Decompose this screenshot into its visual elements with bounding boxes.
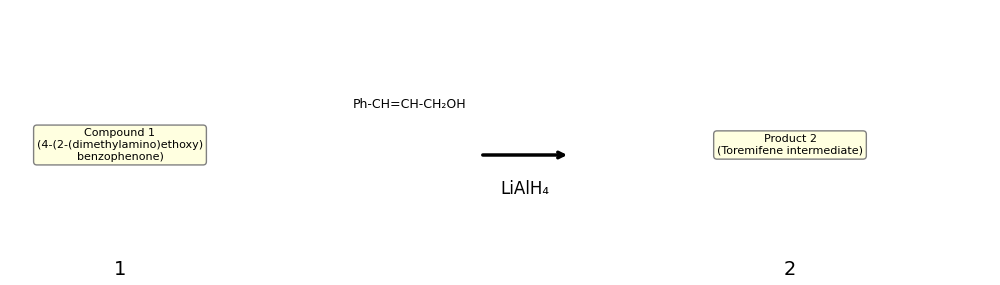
Text: 1: 1 [114,260,126,279]
Text: Compound 1
(4-(2-(dimethylamino)ethoxy)
benzophenone): Compound 1 (4-(2-(dimethylamino)ethoxy) … [37,129,203,162]
Text: 2: 2 [784,260,796,279]
Text: Ph-CH=CH-CH₂OH: Ph-CH=CH-CH₂OH [353,99,467,111]
Text: Product 2
(Toremifene intermediate): Product 2 (Toremifene intermediate) [717,134,863,156]
Text: LiAlH₄: LiAlH₄ [501,180,550,198]
